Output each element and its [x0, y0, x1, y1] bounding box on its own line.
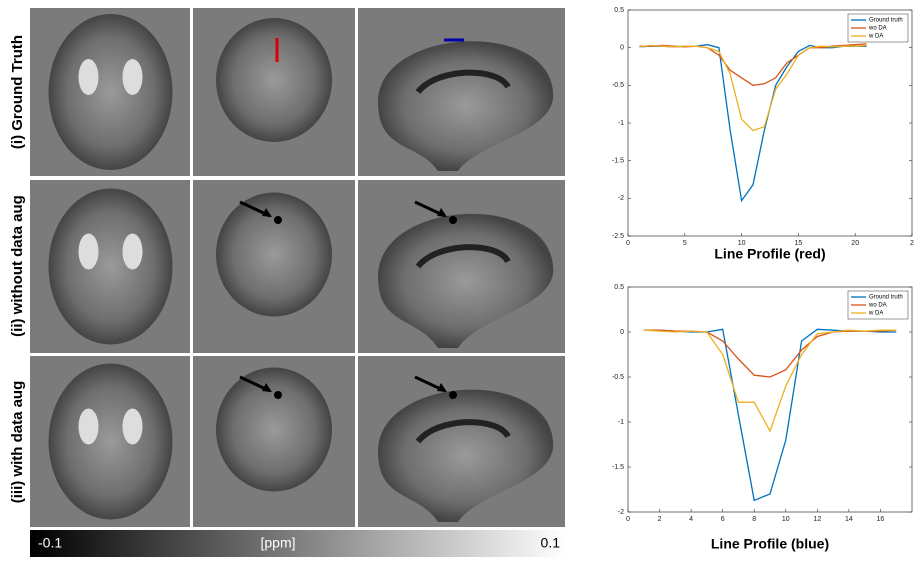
legend-label: w DA	[868, 311, 883, 317]
lesion	[274, 391, 282, 399]
y-tick-label: -2	[618, 195, 624, 202]
lesion	[449, 391, 457, 399]
bright-region	[79, 59, 99, 95]
brain-slice	[49, 14, 173, 170]
y-tick-label: -1.5	[612, 464, 624, 471]
lesion	[274, 216, 282, 224]
y-tick-label: -2.5	[612, 233, 624, 240]
y-tick-label: 0	[620, 45, 624, 52]
x-tick-label: 12	[813, 516, 821, 523]
bright-region	[123, 409, 143, 445]
x-tick-label: 20	[851, 240, 859, 247]
x-tick-label: 2	[658, 516, 662, 523]
plot-area	[628, 10, 912, 236]
bright-region	[123, 234, 143, 270]
bright-region	[79, 409, 99, 445]
colorbar-max: 0.1	[541, 535, 561, 551]
brain-slice	[216, 368, 332, 492]
y-tick-label: -0.5	[612, 82, 624, 89]
colorbar-unit: [ppm]	[260, 535, 295, 551]
y-tick-label: -2	[618, 509, 624, 516]
image-grid	[30, 8, 565, 527]
legend-label: wo DA	[868, 303, 887, 309]
x-tick-label: 6	[721, 516, 725, 523]
x-axis-label: Line Profile (blue)	[711, 536, 829, 552]
brain-slice	[216, 18, 332, 142]
x-tick-label: 2	[910, 240, 914, 247]
y-tick-label: 0	[620, 329, 624, 336]
row-label: (iii) with data aug	[9, 381, 26, 504]
brain-slice	[49, 364, 173, 520]
x-tick-label: 16	[877, 516, 885, 523]
brain-slice	[216, 193, 332, 317]
brain-slice	[49, 189, 173, 345]
lesion	[449, 216, 457, 224]
row-label: (ii) without data aug	[9, 195, 26, 337]
x-tick-label: 5	[683, 240, 687, 247]
legend-label: w DA	[868, 34, 883, 40]
y-tick-label: -1	[618, 120, 624, 127]
y-tick-label: 0.5	[614, 284, 624, 291]
x-tick-label: 0	[626, 516, 630, 523]
x-tick-label: 10	[782, 516, 790, 523]
y-tick-label: -0.5	[612, 374, 624, 381]
x-tick-label: 0	[626, 240, 630, 247]
bright-region	[123, 59, 143, 95]
row-label: (i) Ground Truth	[9, 35, 26, 149]
figure: (i) Ground Truth (ii) without data aug (…	[0, 0, 915, 557]
colorbar-min: -0.1	[38, 535, 62, 551]
x-tick-label: 14	[845, 516, 853, 523]
colorbar	[30, 530, 565, 557]
legend-label: Ground truth	[869, 18, 903, 24]
x-axis-label: Line Profile (red)	[714, 246, 825, 262]
x-tick-label: 4	[689, 516, 693, 523]
x-tick-label: 8	[752, 516, 756, 523]
plot-area	[628, 287, 912, 512]
bright-region	[79, 234, 99, 270]
legend-label: wo DA	[868, 26, 887, 32]
y-tick-label: -1	[618, 419, 624, 426]
y-tick-label: 0.5	[614, 7, 624, 14]
legend-label: Ground truth	[869, 295, 903, 301]
y-tick-label: -1.5	[612, 158, 624, 165]
